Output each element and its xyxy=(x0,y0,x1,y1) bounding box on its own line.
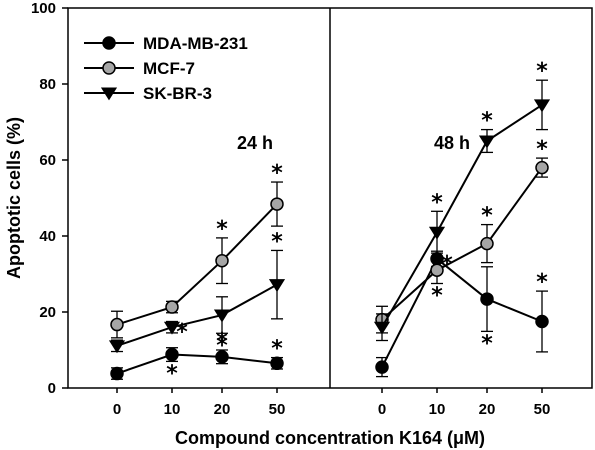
legend-label: SK-BR-3 xyxy=(143,84,212,103)
x-tick-label: 50 xyxy=(269,401,286,418)
x-tick-label: 10 xyxy=(164,401,181,418)
x-tick-labels: 0 10 20 50 0 10 20 50 xyxy=(113,401,551,418)
y-tick-label: 0 xyxy=(48,380,56,397)
legend-item: MCF-7 xyxy=(84,59,195,78)
x-tick-label: 20 xyxy=(214,401,231,418)
y-axis-title: Apoptotic cells (%) xyxy=(4,117,24,279)
data-point xyxy=(270,356,284,371)
series-line xyxy=(381,257,543,368)
data-point xyxy=(110,366,124,381)
data-point xyxy=(535,160,549,175)
significance-star: * xyxy=(431,190,443,215)
series-mda-mb-231: *** xyxy=(110,329,284,386)
data-point xyxy=(428,226,446,240)
data-point xyxy=(110,317,124,332)
series-line xyxy=(381,167,543,321)
data-point xyxy=(373,321,391,335)
panel-labels: 24 h 48 h xyxy=(237,133,470,153)
legend-marker xyxy=(102,36,116,50)
significance-star: * xyxy=(271,229,283,254)
y-tick-label: 80 xyxy=(39,76,56,93)
significance-star: * xyxy=(216,333,228,358)
data-point xyxy=(268,279,286,293)
data-point xyxy=(375,360,389,374)
data-point xyxy=(165,300,179,314)
legend-label: MDA-MB-231 xyxy=(143,34,248,53)
x-tick-label: 0 xyxy=(113,401,121,418)
data-point xyxy=(215,253,229,268)
y-tick-label: 60 xyxy=(39,152,56,169)
series-sk-br-3: * * * xyxy=(373,59,551,342)
significance-star: * xyxy=(176,320,188,345)
significance-star: * xyxy=(481,331,493,356)
series-layer: ** *************** xyxy=(108,59,551,386)
significance-star: * xyxy=(481,109,493,134)
panel-label: 24 h xyxy=(237,133,273,153)
legend-label: MCF-7 xyxy=(143,59,195,78)
series-line xyxy=(116,203,278,326)
series-line xyxy=(381,104,543,328)
series-line xyxy=(116,283,278,347)
x-tick-label: 20 xyxy=(479,401,496,418)
y-tick-label: 20 xyxy=(39,304,56,321)
data-point xyxy=(478,135,496,149)
y-tick-label: 100 xyxy=(31,0,56,17)
significance-star: * xyxy=(536,270,548,295)
significance-star: * xyxy=(536,137,548,162)
data-point xyxy=(533,99,551,113)
significance-star: * xyxy=(216,217,228,242)
significance-star: * xyxy=(271,161,283,186)
x-axis-title: Compound concentration K164 (μM) xyxy=(175,428,485,448)
legend: MDA-MB-231 MCF-7 SK-BR-3 xyxy=(84,34,248,103)
data-point xyxy=(535,314,549,329)
significance-star: * xyxy=(481,204,493,229)
significance-star: * xyxy=(166,361,178,386)
significance-star: * xyxy=(271,337,283,362)
significance-star: * xyxy=(536,59,548,84)
series-mcf-7: * * * xyxy=(375,137,549,334)
data-point xyxy=(270,197,284,211)
data-point xyxy=(480,292,494,306)
legend-marker xyxy=(102,61,116,75)
x-tick-label: 10 xyxy=(429,401,446,418)
legend-item: SK-BR-3 xyxy=(84,84,212,103)
series-sk-br-3: *** xyxy=(108,229,286,358)
data-point xyxy=(215,350,229,364)
series-line xyxy=(116,353,278,375)
data-point xyxy=(165,347,179,362)
data-point xyxy=(163,321,181,335)
data-point xyxy=(430,263,444,277)
significance-star: * xyxy=(431,284,443,309)
legend-item: MDA-MB-231 xyxy=(84,34,248,53)
axis-ticks xyxy=(62,7,543,393)
data-point xyxy=(213,309,231,323)
significance-star: * xyxy=(216,329,228,354)
legend-marker xyxy=(100,87,118,101)
x-tick-label: 50 xyxy=(534,401,551,418)
series-mcf-7: ** xyxy=(110,161,284,339)
data-point xyxy=(108,340,126,354)
y-tick-labels: 0 20 40 60 80 100 xyxy=(31,0,56,397)
panel-label: 48 h xyxy=(434,133,470,153)
series-mda-mb-231: * * * xyxy=(375,250,549,378)
x-tick-label: 0 xyxy=(378,401,386,418)
data-point xyxy=(480,236,494,251)
y-tick-label: 40 xyxy=(39,228,56,245)
